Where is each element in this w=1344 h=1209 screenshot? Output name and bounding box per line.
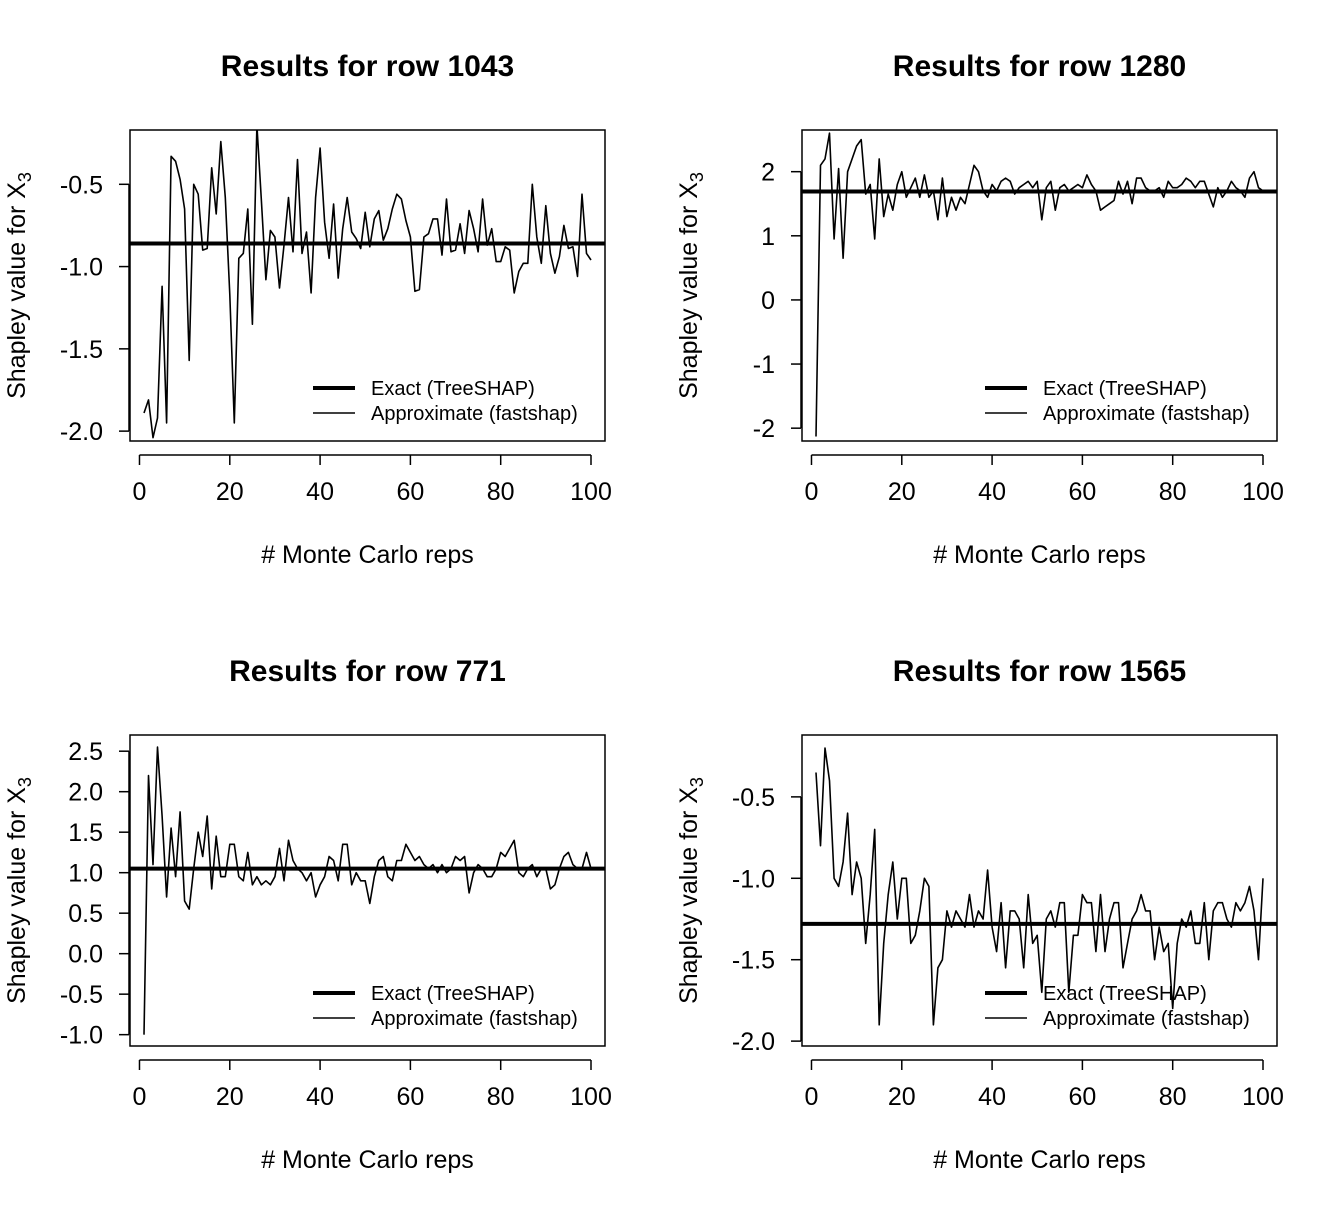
approximate-series-line [815, 747, 1264, 1026]
y-tick-label: 2.0 [68, 779, 103, 807]
approximate-series-line [143, 746, 592, 1035]
y-tick-label: -2.0 [732, 1028, 775, 1056]
legend-exact-label: Exact (TreeSHAP) [1043, 983, 1207, 1005]
y-tick-label: -0.5 [60, 981, 103, 1009]
x-tick-label: 40 [306, 1083, 334, 1111]
y-tick-label: -1.0 [60, 254, 103, 282]
y-tick-label: 2.5 [68, 738, 103, 766]
x-axis: 0 20 40 60 80 100 [133, 1059, 612, 1111]
x-axis-label: # Monte Carlo reps [933, 1146, 1146, 1174]
x-tick-label: 20 [216, 478, 244, 506]
y-tick-label: 0.0 [68, 941, 103, 969]
chart-panel-1: Results for row 1043 0 20 40 60 80 100 # Monte … [3, 50, 612, 569]
y-axis-label-subscript: 3 [15, 777, 35, 787]
y-axis-label: Shapley value for X3 [675, 172, 707, 399]
x-tick-label: 100 [570, 1083, 612, 1111]
x-tick-label: 40 [978, 478, 1006, 506]
x-tick-label: 20 [216, 1083, 244, 1111]
x-axis-label: # Monte Carlo reps [261, 1146, 474, 1174]
y-tick-label: -1.0 [732, 865, 775, 893]
x-tick-label: 100 [1242, 1083, 1284, 1111]
y-axis-label-text: Shapley value for X [3, 787, 31, 1004]
y-axis: -2.0 -1.5 -1.0 -0.5 [732, 784, 802, 1056]
chart-panel-3: Results for row 771 0 20 40 60 80 100 # Monte C… [3, 655, 612, 1174]
y-tick-label: -0.5 [60, 171, 103, 199]
y-tick-label: -0.5 [732, 784, 775, 812]
y-tick-label: -2 [753, 415, 775, 443]
x-tick-label: 40 [306, 478, 334, 506]
x-axis-label: # Monte Carlo reps [261, 541, 474, 569]
chart-title: Results for row 1043 [221, 50, 514, 83]
y-tick-label: -1.5 [60, 336, 103, 364]
chart-title: Results for row 1565 [893, 655, 1186, 688]
plot-frame [801, 129, 1278, 442]
legend-exact-label: Exact (TreeSHAP) [1043, 378, 1207, 400]
y-axis-label-subscript: 3 [687, 172, 707, 182]
x-tick-label: 100 [570, 478, 612, 506]
legend-approx-label: Approximate (fastshap) [1043, 403, 1250, 425]
y-axis-label-subscript: 3 [687, 777, 707, 787]
legend-exact-label: Exact (TreeSHAP) [371, 378, 535, 400]
x-tick-label: 60 [1068, 1083, 1096, 1111]
x-tick-label: 80 [1159, 1083, 1187, 1111]
x-tick-label: 0 [805, 1083, 819, 1111]
x-axis: 0 20 40 60 80 100 [133, 454, 612, 506]
plot-frame [129, 129, 606, 442]
approximate-series-line [143, 130, 592, 439]
y-tick-label: -1.5 [732, 947, 775, 975]
legend: Exact (TreeSHAP) Approximate (fastshap) [985, 983, 1250, 1030]
legend-approx-label: Approximate (fastshap) [371, 403, 578, 425]
y-tick-label: -1.0 [60, 1022, 103, 1050]
y-axis-label-text: Shapley value for X [675, 182, 703, 399]
y-tick-label: 2 [761, 159, 775, 187]
chart-title: Results for row 771 [229, 655, 506, 688]
y-axis: -2 -1 0 1 2 [753, 159, 802, 443]
y-axis-label: Shapley value for X3 [675, 777, 707, 1004]
x-tick-label: 80 [487, 1083, 515, 1111]
x-tick-label: 100 [1242, 478, 1284, 506]
y-axis: -1.0 -0.5 0.0 0.5 1.0 1.5 2.0 2.5 [60, 738, 130, 1050]
legend-approx-label: Approximate (fastshap) [1043, 1008, 1250, 1030]
x-tick-label: 80 [487, 478, 515, 506]
x-tick-label: 20 [888, 1083, 916, 1111]
x-tick-label: 40 [978, 1083, 1006, 1111]
x-tick-label: 80 [1159, 478, 1187, 506]
x-axis: 0 20 40 60 80 100 [805, 454, 1284, 506]
y-tick-label: 0 [761, 287, 775, 315]
y-tick-label: -2.0 [60, 418, 103, 446]
x-tick-label: 0 [805, 478, 819, 506]
chart-panel-4: Results for row 1565 0 20 40 60 80 100 # Monte … [675, 655, 1284, 1174]
y-tick-label: -1 [753, 351, 775, 379]
legend: Exact (TreeSHAP) Approximate (fastshap) [313, 378, 578, 425]
y-axis-label-subscript: 3 [15, 172, 35, 182]
plot-frame [129, 734, 606, 1047]
x-axis: 0 20 40 60 80 100 [805, 1059, 1284, 1111]
legend-exact-label: Exact (TreeSHAP) [371, 983, 535, 1005]
plot-frame [801, 734, 1278, 1047]
y-axis-label: Shapley value for X3 [3, 777, 35, 1004]
y-axis: -2.0 -1.5 -1.0 -0.5 [60, 171, 130, 446]
y-tick-label: 1.0 [68, 860, 103, 888]
x-axis-label: # Monte Carlo reps [933, 541, 1146, 569]
y-axis-label-text: Shapley value for X [675, 787, 703, 1004]
y-tick-label: 1 [761, 223, 775, 251]
chart-title: Results for row 1280 [893, 50, 1186, 83]
y-tick-label: 0.5 [68, 900, 103, 928]
y-tick-label: 1.5 [68, 819, 103, 847]
x-tick-label: 60 [396, 1083, 424, 1111]
approximate-series-line [815, 132, 1264, 437]
x-tick-label: 60 [1068, 478, 1096, 506]
y-axis-label: Shapley value for X3 [3, 172, 35, 399]
legend: Exact (TreeSHAP) Approximate (fastshap) [313, 983, 578, 1030]
x-tick-label: 0 [133, 478, 147, 506]
legend: Exact (TreeSHAP) Approximate (fastshap) [985, 378, 1250, 425]
y-axis-label-text: Shapley value for X [3, 182, 31, 399]
x-tick-label: 0 [133, 1083, 147, 1111]
x-tick-label: 60 [396, 478, 424, 506]
x-tick-label: 20 [888, 478, 916, 506]
legend-approx-label: Approximate (fastshap) [371, 1008, 578, 1030]
